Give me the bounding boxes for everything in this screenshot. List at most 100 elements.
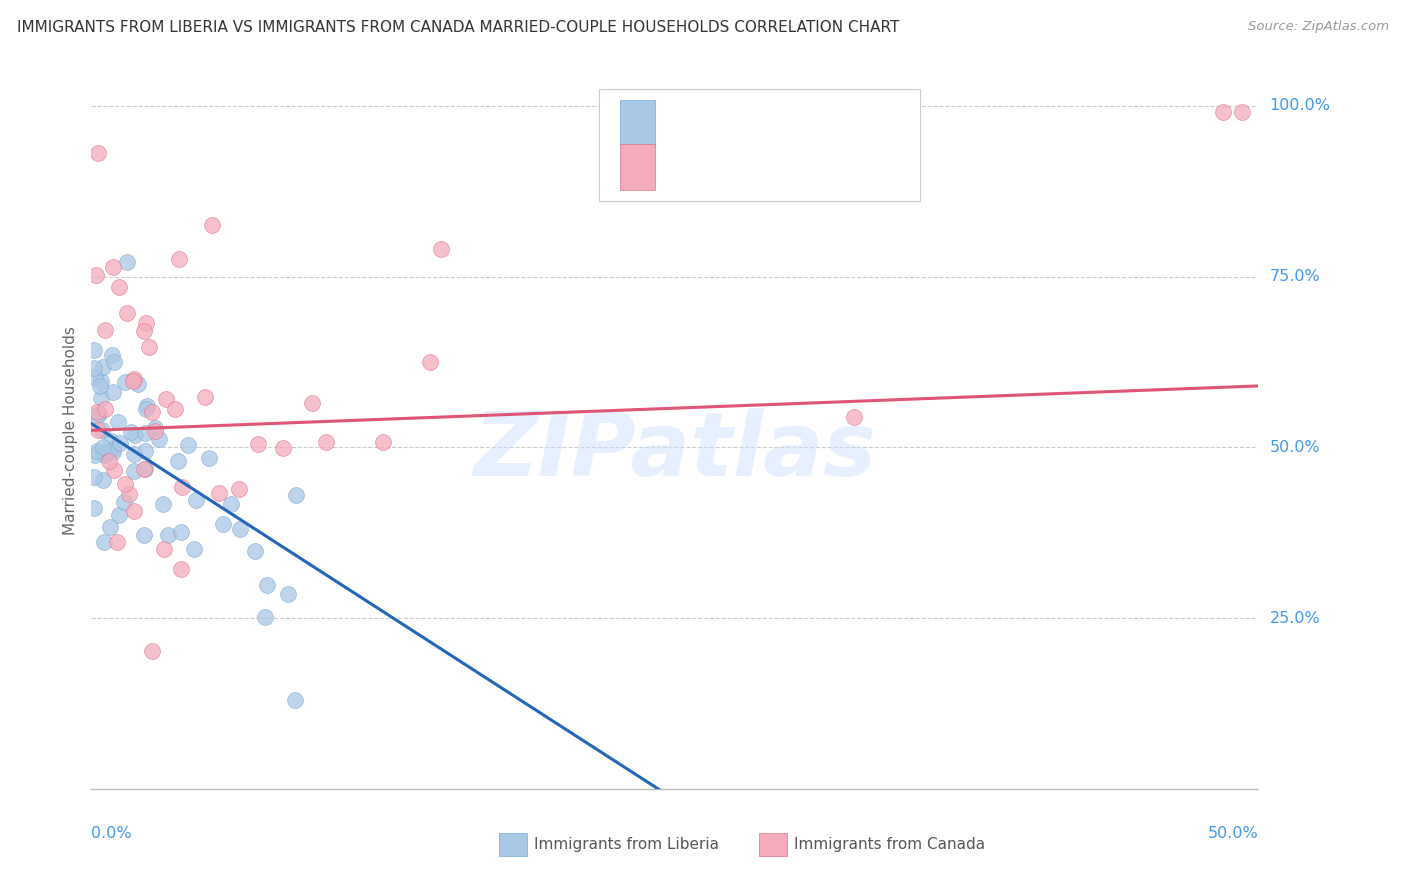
- Point: [141, 405, 163, 419]
- Point: [87, 423, 110, 437]
- Point: [83, 370, 105, 384]
- Point: [118, 487, 141, 501]
- Point: [100, 434, 122, 448]
- Point: [141, 643, 163, 657]
- Point: [122, 447, 145, 461]
- Point: [108, 436, 131, 450]
- Text: Immigrants from Liberia: Immigrants from Liberia: [534, 838, 720, 852]
- Point: [247, 437, 270, 451]
- Point: [284, 488, 307, 502]
- Point: [97, 444, 120, 458]
- Point: [91, 359, 114, 374]
- Point: [91, 423, 114, 437]
- Point: [122, 372, 145, 386]
- Point: [135, 399, 157, 413]
- Point: [143, 420, 166, 434]
- Point: [134, 425, 156, 440]
- Point: [419, 354, 441, 368]
- Point: [148, 433, 170, 447]
- Point: [184, 493, 207, 508]
- Point: [87, 408, 110, 422]
- Point: [284, 693, 307, 707]
- Point: [197, 450, 219, 465]
- Point: [93, 535, 115, 549]
- Text: Source: ZipAtlas.com: Source: ZipAtlas.com: [1249, 20, 1389, 33]
- Point: [108, 280, 131, 294]
- Point: [103, 354, 125, 368]
- Point: [134, 443, 156, 458]
- Point: [135, 316, 157, 330]
- Text: Immigrants from Canada: Immigrants from Canada: [794, 838, 986, 852]
- Point: [132, 528, 155, 542]
- Text: 75.0%: 75.0%: [1270, 269, 1320, 284]
- Point: [228, 482, 250, 496]
- Text: 50.0%: 50.0%: [1208, 825, 1258, 840]
- Point: [194, 390, 217, 404]
- Point: [124, 428, 146, 442]
- Point: [163, 401, 186, 416]
- Point: [107, 534, 129, 549]
- Point: [211, 517, 233, 532]
- Point: [87, 146, 110, 161]
- Point: [84, 268, 107, 282]
- Point: [1230, 105, 1253, 120]
- Point: [90, 375, 112, 389]
- Text: 50.0%: 50.0%: [1270, 440, 1320, 455]
- Point: [155, 392, 177, 407]
- Point: [94, 448, 117, 462]
- Point: [90, 391, 112, 405]
- Point: [153, 542, 176, 557]
- Text: 100.0%: 100.0%: [1270, 98, 1330, 113]
- Point: [120, 425, 142, 439]
- Point: [122, 464, 145, 478]
- Point: [253, 610, 276, 624]
- Point: [301, 396, 323, 410]
- Point: [86, 409, 108, 423]
- Point: [157, 528, 180, 542]
- Point: [134, 324, 156, 338]
- Point: [134, 462, 156, 476]
- Point: [86, 443, 108, 458]
- Point: [100, 348, 122, 362]
- FancyBboxPatch shape: [599, 89, 920, 201]
- Point: [177, 438, 200, 452]
- Point: [256, 578, 278, 592]
- Point: [170, 562, 193, 576]
- Point: [101, 442, 124, 456]
- Point: [103, 463, 125, 477]
- Y-axis label: Married-couple Households: Married-couple Households: [62, 326, 77, 535]
- Point: [371, 434, 394, 449]
- Point: [94, 323, 117, 337]
- Point: [842, 410, 865, 425]
- Text: ZIPatlas: ZIPatlas: [474, 409, 876, 495]
- Point: [98, 520, 121, 534]
- Point: [91, 440, 114, 454]
- Point: [107, 415, 129, 429]
- Point: [183, 541, 205, 556]
- Point: [83, 470, 105, 484]
- Point: [1212, 105, 1234, 120]
- Point: [170, 524, 193, 539]
- Point: [101, 384, 124, 399]
- Point: [135, 402, 157, 417]
- Point: [200, 219, 222, 233]
- Point: [114, 476, 136, 491]
- Point: [122, 504, 145, 518]
- Point: [221, 497, 243, 511]
- Point: [84, 448, 107, 462]
- Point: [167, 454, 190, 468]
- Bar: [620, 144, 655, 190]
- Text: IMMIGRANTS FROM LIBERIA VS IMMIGRANTS FROM CANADA MARRIED-COUPLE HOUSEHOLDS CORR: IMMIGRANTS FROM LIBERIA VS IMMIGRANTS FR…: [17, 20, 900, 35]
- Point: [98, 454, 121, 468]
- Point: [83, 343, 105, 357]
- Point: [152, 497, 174, 511]
- Point: [208, 486, 231, 500]
- Point: [83, 361, 105, 376]
- Text: R =  0.150   N = 44: R = 0.150 N = 44: [672, 158, 842, 176]
- Point: [89, 378, 111, 392]
- Point: [229, 522, 252, 536]
- Point: [143, 424, 166, 438]
- Point: [101, 260, 124, 275]
- Point: [273, 442, 295, 456]
- Text: 0.0%: 0.0%: [91, 825, 132, 840]
